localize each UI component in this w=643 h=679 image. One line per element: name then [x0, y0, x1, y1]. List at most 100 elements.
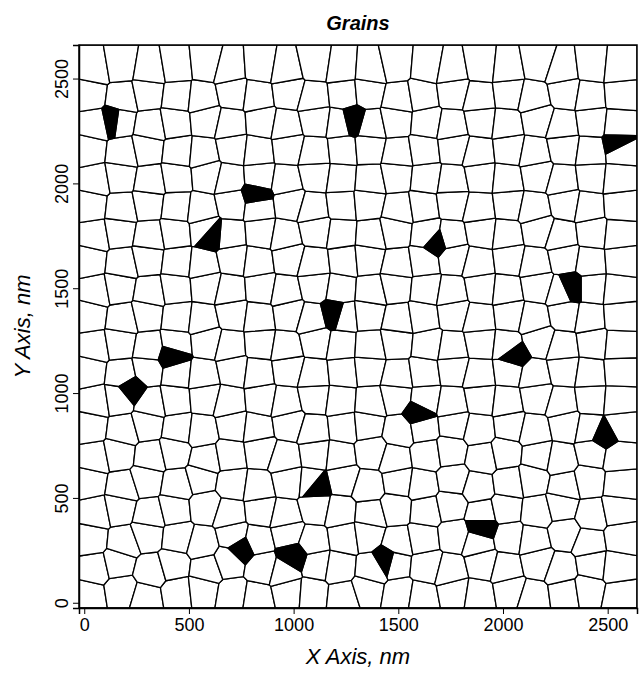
grain — [603, 469, 637, 500]
grain — [161, 80, 191, 111]
grain — [159, 45, 192, 82]
grain — [575, 164, 606, 194]
grain — [298, 273, 331, 303]
grain — [326, 330, 356, 360]
grain — [380, 493, 412, 526]
grain — [603, 163, 637, 194]
grain — [603, 190, 637, 221]
void — [303, 470, 332, 497]
grain — [214, 190, 245, 220]
void — [372, 545, 394, 577]
grain — [464, 329, 496, 359]
y-tick: 2000 — [52, 164, 79, 204]
grain — [267, 439, 301, 473]
grain — [462, 471, 494, 503]
y-tick-label: 1500 — [52, 269, 72, 309]
grain — [381, 302, 413, 333]
grain — [409, 356, 441, 387]
grain — [160, 274, 192, 305]
grain — [161, 163, 193, 193]
grain — [604, 301, 637, 331]
grain — [325, 385, 356, 416]
grain — [162, 135, 193, 166]
x-tick: 2500 — [588, 608, 628, 635]
y-axis-line — [73, 46, 80, 609]
grain — [160, 385, 191, 416]
void — [241, 184, 274, 203]
grain — [575, 136, 606, 165]
grain — [462, 192, 495, 223]
grain — [215, 468, 248, 501]
x-tick-label: 1000 — [274, 615, 314, 635]
void — [465, 521, 498, 539]
grain — [463, 80, 496, 111]
grain — [519, 301, 551, 335]
grain — [604, 109, 637, 136]
x-tick-mark — [503, 608, 504, 614]
grain — [297, 246, 330, 277]
grain — [604, 45, 637, 83]
grain — [410, 162, 442, 193]
void — [593, 415, 618, 449]
grain — [132, 191, 164, 222]
y-tick-mark — [73, 288, 79, 289]
grain — [462, 246, 495, 278]
grain — [327, 412, 357, 444]
grain — [604, 521, 637, 555]
grain — [604, 358, 637, 387]
y-tick-mark — [73, 393, 79, 394]
grain — [464, 273, 496, 304]
grain — [545, 218, 578, 250]
grain — [214, 273, 246, 305]
grain — [464, 218, 496, 249]
grain — [132, 246, 164, 277]
grain — [545, 45, 578, 84]
grain — [213, 384, 246, 417]
grain — [326, 163, 357, 192]
grain — [381, 192, 413, 224]
grain — [574, 386, 605, 415]
void — [102, 105, 119, 139]
grain — [604, 80, 637, 111]
grain — [243, 79, 274, 112]
void — [424, 230, 446, 258]
grain — [462, 136, 495, 167]
chart: 0500100015002000250005001000150020002500… — [0, 0, 643, 679]
void — [320, 300, 343, 331]
void — [228, 537, 254, 565]
grain — [462, 302, 495, 332]
y-tick-label: 2500 — [52, 59, 72, 99]
grain — [378, 45, 413, 83]
void — [602, 135, 637, 154]
grain — [326, 219, 357, 249]
grain — [161, 412, 192, 443]
grain — [297, 413, 330, 444]
y-tick: 0 — [52, 598, 79, 608]
grain — [464, 108, 496, 139]
grain — [575, 80, 606, 111]
grain — [574, 465, 605, 499]
grain — [380, 163, 412, 193]
x-tick-mark — [398, 608, 399, 614]
grain — [547, 302, 579, 332]
x-tick: 2000 — [483, 608, 523, 635]
x-tick-label: 2000 — [483, 615, 523, 635]
grain — [492, 218, 524, 249]
grain — [574, 45, 607, 83]
grain — [575, 107, 607, 137]
title: Grains — [326, 12, 389, 34]
grain — [297, 80, 330, 111]
x-tick-mark — [608, 608, 609, 614]
grain — [324, 494, 356, 528]
grain — [380, 247, 413, 278]
void — [559, 272, 581, 303]
grain — [161, 192, 191, 222]
grain — [244, 357, 275, 388]
grain — [380, 329, 413, 360]
grain — [547, 135, 580, 165]
x-axis-title: X Axis, nm — [305, 644, 410, 669]
y-tick-mark — [73, 79, 79, 80]
grain — [574, 191, 604, 223]
x-tick: 0 — [80, 608, 90, 635]
grain — [132, 80, 164, 111]
